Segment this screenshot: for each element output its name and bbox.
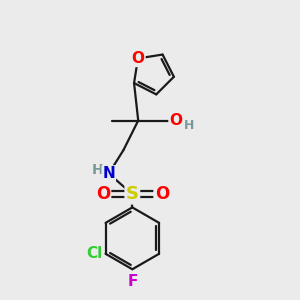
Text: Cl: Cl	[86, 246, 102, 261]
Text: S: S	[126, 185, 139, 203]
Text: F: F	[127, 274, 137, 289]
Text: O: O	[96, 185, 110, 203]
Text: O: O	[155, 185, 169, 203]
Text: H: H	[92, 163, 103, 177]
Text: O: O	[169, 113, 182, 128]
Text: N: N	[102, 166, 115, 181]
Text: H: H	[184, 119, 194, 132]
Text: O: O	[131, 51, 145, 66]
